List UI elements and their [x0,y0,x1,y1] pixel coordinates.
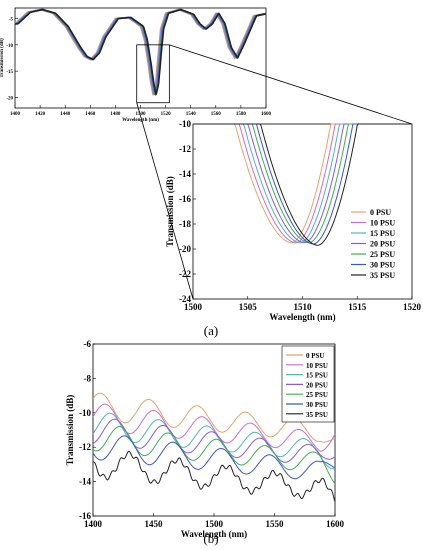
y-tick-label: -20 [179,244,191,254]
x-tick-label: 1600 [261,112,272,117]
legend-label: 25 PSU [306,391,328,399]
x-tick-label: 1450 [145,519,164,529]
panel-b-plot: 1400 1450 1500 1550 1600 -6 -8 -10 -12 -14 -16 Wave… [65,339,345,539]
y-tick-label: -16 [179,194,191,204]
legend-label: 20 PSU [370,240,395,249]
x-tick-label: 1520 [403,302,422,312]
panel-b-caption: (b) [203,531,218,546]
legend-label: 0 PSU [306,352,324,360]
y-tick-label: -20 [6,96,13,101]
y-tick-label: -6 [84,339,92,349]
x-tick-label: 1510 [294,302,313,312]
x-axis-label: Wavelength (nm) [122,118,159,123]
x-tick-label: 1600 [326,519,345,529]
x-tick-label: 1420 [35,112,46,117]
legend-label: 10 PSU [370,219,395,228]
x-tick-label: 1550 [266,519,285,529]
x-tick-label: 1440 [60,112,71,117]
legend-label: 15 PSU [370,229,395,238]
y-axis-label: Transmission (dB) [165,176,175,247]
overview-series-line [14,8,267,95]
x-axis-label: Wavelength (nm) [181,529,247,539]
overview-plot: 1400 1420 1440 1460 1480 1500 1520 1540 1560 1580… [0,7,272,123]
x-tick-label: 1500 [136,112,147,117]
legend-label: 35 PSU [370,271,395,280]
legend-label: 35 PSU [306,411,328,419]
x-axis-label: Wavelength (nm) [269,312,335,322]
y-tick-label: -15 [6,70,13,75]
legend-label: 30 PSU [370,261,395,270]
legend-label: 25 PSU [370,250,395,259]
x-tick-label: 1580 [236,112,247,117]
x-tick-label: 1520 [161,112,172,117]
zoom-series-line [193,123,412,246]
y-tick-label: -10 [6,44,13,49]
x-tick-label: 1400 [84,519,103,529]
connector-bottom [136,102,194,300]
b-series-line [92,403,336,452]
overview-series-line [14,8,267,96]
overview-series-line [14,8,267,95]
legend-label: 30 PSU [306,401,328,409]
x-tick-label: 1560 [211,112,222,117]
x-tick-label: 1500 [205,519,224,529]
y-tick-label: -12 [179,144,191,154]
y-tick-label: -12 [79,442,91,452]
overview-series-line [14,8,267,96]
x-tick-label: 1505 [239,302,258,312]
y-tick-label: -18 [179,219,191,229]
x-tick-label: 1460 [85,112,96,117]
y-tick-label: -10 [179,119,191,129]
x-tick-label: 1480 [110,112,121,117]
y-tick-label: -5 [9,18,14,23]
legend-label: 0 PSU [370,208,391,217]
y-tick-label: -24 [179,294,191,304]
b-series-line [92,412,336,470]
panel-a-caption: (a) [204,323,218,338]
y-tick-label: -14 [79,477,91,487]
overview-series-line [14,8,267,96]
x-tick-label: 1400 [10,112,21,117]
x-tick-label: 1540 [186,112,197,117]
y-axis-label: Transmission (dB) [65,395,75,466]
y-tick-label: -10 [79,408,91,418]
connector-top [169,44,413,125]
legend-label: 20 PSU [306,381,328,389]
overview-series-line [14,8,267,95]
b-series-line [93,450,336,503]
y-tick-label: -8 [84,373,92,383]
legend-label: 15 PSU [306,372,328,380]
overview-series-line [14,8,267,96]
y-axis-label: Transmission (dB) [0,38,5,78]
y-tick-label: -14 [179,169,191,179]
zoom-connectors [136,44,413,300]
legend-label: 10 PSU [306,362,328,370]
plot-frame [14,7,267,109]
zoom-region-box [136,44,170,104]
y-tick-label: -22 [179,269,191,279]
zoom-plot: 1500 1505 1510 1515 1520 -10 -12 -14 -16 -18 -20 -2… [165,119,422,322]
x-tick-label: 1515 [348,302,367,312]
y-tick-label: -16 [79,511,91,521]
b-series-line [92,435,336,480]
x-tick-label: 1500 [184,302,203,312]
